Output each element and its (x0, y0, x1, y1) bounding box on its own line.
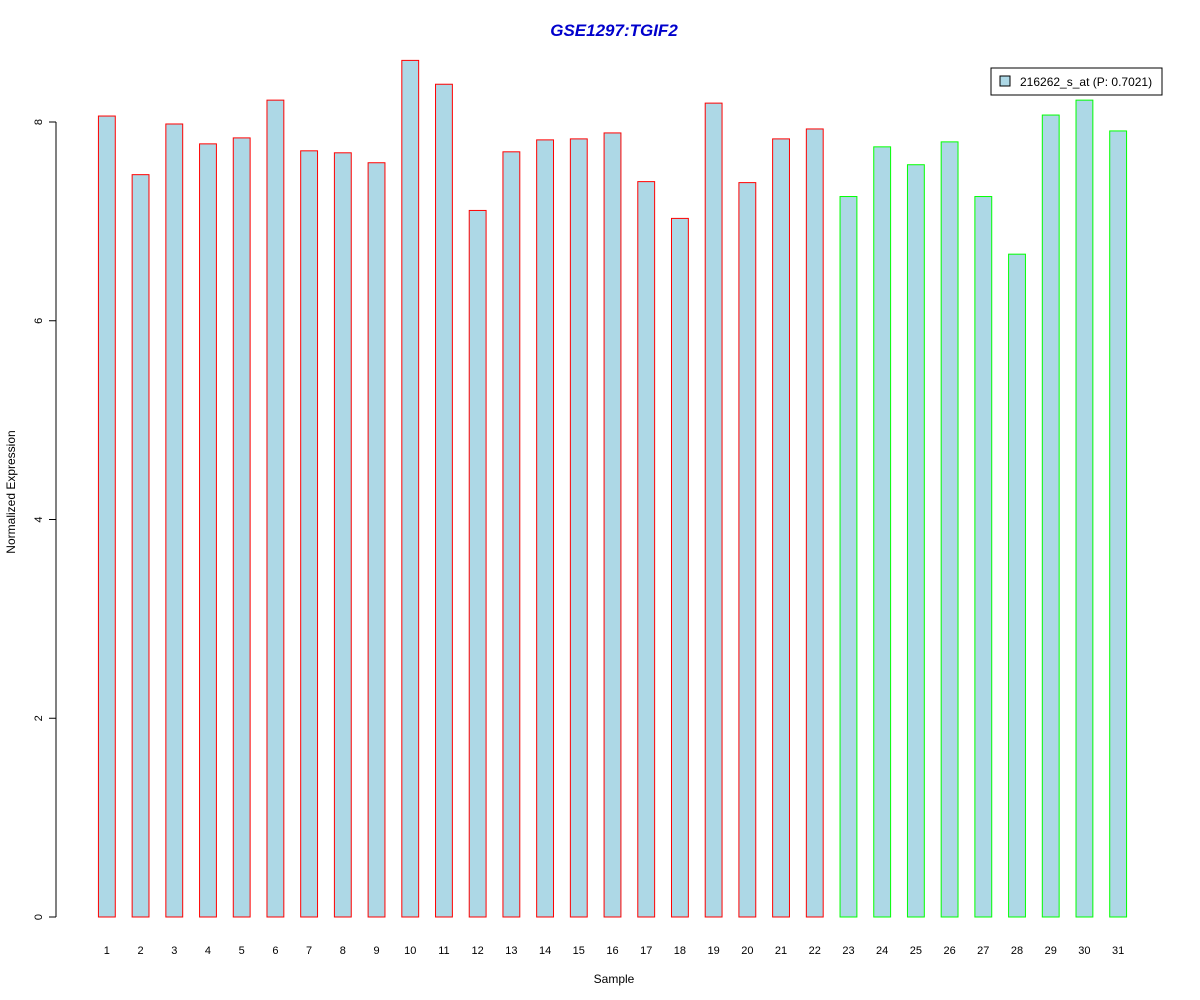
bar-sample-16 (603, 132, 622, 918)
bar-sample-21 (772, 138, 790, 918)
x-tick-label: 20 (741, 945, 753, 957)
x-tick-label: 1 (104, 945, 110, 957)
bar-sample-2 (131, 174, 150, 918)
bar-sample-1 (97, 115, 116, 918)
y-axis: 0 2 4 6 8 (33, 119, 57, 920)
x-tick-label: 21 (775, 945, 787, 957)
legend-box (990, 67, 1163, 96)
bar-sample-15 (569, 138, 588, 918)
bar-sample-10 (401, 59, 420, 918)
y-tick-label: 8 (33, 119, 45, 125)
bar-sample-24 (873, 146, 892, 918)
bar-sample-14 (536, 139, 555, 918)
bar-sample-3 (165, 123, 184, 918)
bar-sample-17 (637, 181, 656, 918)
y-tick-label: 4 (33, 516, 45, 522)
x-tick-label: 30 (1078, 945, 1090, 957)
x-tick-label: 14 (539, 945, 551, 957)
legend-swatch (999, 75, 1011, 87)
bar-sample-19 (704, 102, 723, 918)
x-tick-label: 15 (573, 945, 585, 957)
bar-sample-13 (502, 151, 521, 918)
y-axis-label: Normalized Expression (4, 430, 18, 553)
bar-sample-6 (266, 99, 285, 918)
x-tick-label: 8 (340, 945, 346, 957)
legend-label: 216262_s_at (P: 0.7021) (1020, 75, 1152, 89)
bar-sample-30 (1075, 99, 1094, 918)
x-tick-label: 23 (842, 945, 854, 957)
x-tick-label: 28 (1011, 945, 1023, 957)
bar-sample-11 (435, 83, 453, 918)
x-tick-labels: 1 2 3 4 5 6 7 8 9 10 11 12 13 14 15 16 17 18 19 20 21 22 23 24 2… (104, 945, 1124, 957)
x-tick-label: 10 (404, 945, 416, 957)
bar-sample-9 (367, 162, 386, 918)
x-tick-label: 27 (977, 945, 989, 957)
bar-sample-29 (1041, 114, 1060, 918)
x-tick-label: 25 (910, 945, 922, 957)
bar-sample-20 (738, 182, 757, 918)
x-axis-label: Sample (594, 972, 635, 986)
bar-sample-23 (839, 196, 858, 918)
y-tick-label: 2 (33, 715, 45, 721)
x-tick-label: 26 (943, 945, 955, 957)
bar-sample-25 (906, 164, 925, 918)
bar-sample-5 (232, 137, 251, 918)
legend: 216262_s_at (P: 0.7021) (990, 67, 1163, 96)
bar-sample-27 (974, 196, 993, 918)
bar-sample-12 (468, 209, 487, 918)
y-tick-label: 6 (33, 318, 45, 324)
x-tick-label: 18 (674, 945, 686, 957)
bar-sample-4 (199, 143, 217, 918)
x-tick-label: 22 (809, 945, 821, 957)
bar-series (97, 59, 1128, 918)
bar-sample-31 (1109, 130, 1128, 918)
bar-sample-28 (1008, 253, 1026, 918)
x-tick-label: 17 (640, 945, 652, 957)
bar-sample-8 (333, 152, 352, 918)
x-tick-label: 24 (876, 945, 888, 957)
chart-title: GSE1297:TGIF2 (550, 21, 678, 40)
x-tick-label: 31 (1112, 945, 1124, 957)
x-tick-label: 16 (606, 945, 618, 957)
bar-sample-7 (300, 150, 319, 918)
x-tick-label: 29 (1045, 945, 1057, 957)
x-tick-label: 13 (505, 945, 517, 957)
x-tick-label: 3 (171, 945, 177, 957)
x-tick-label: 11 (438, 945, 449, 957)
x-tick-label: 4 (205, 945, 211, 957)
bar-sample-26 (940, 141, 959, 918)
bar-sample-18 (670, 217, 689, 918)
y-tick-label: 0 (33, 914, 45, 920)
bar-sample-22 (805, 128, 824, 918)
x-tick-label: 7 (306, 945, 312, 957)
x-tick-label: 12 (472, 945, 484, 957)
x-tick-label: 6 (272, 945, 278, 957)
x-tick-label: 9 (373, 945, 379, 957)
x-tick-label: 2 (138, 945, 144, 957)
x-tick-label: 5 (239, 945, 245, 957)
x-tick-label: 19 (708, 945, 720, 957)
